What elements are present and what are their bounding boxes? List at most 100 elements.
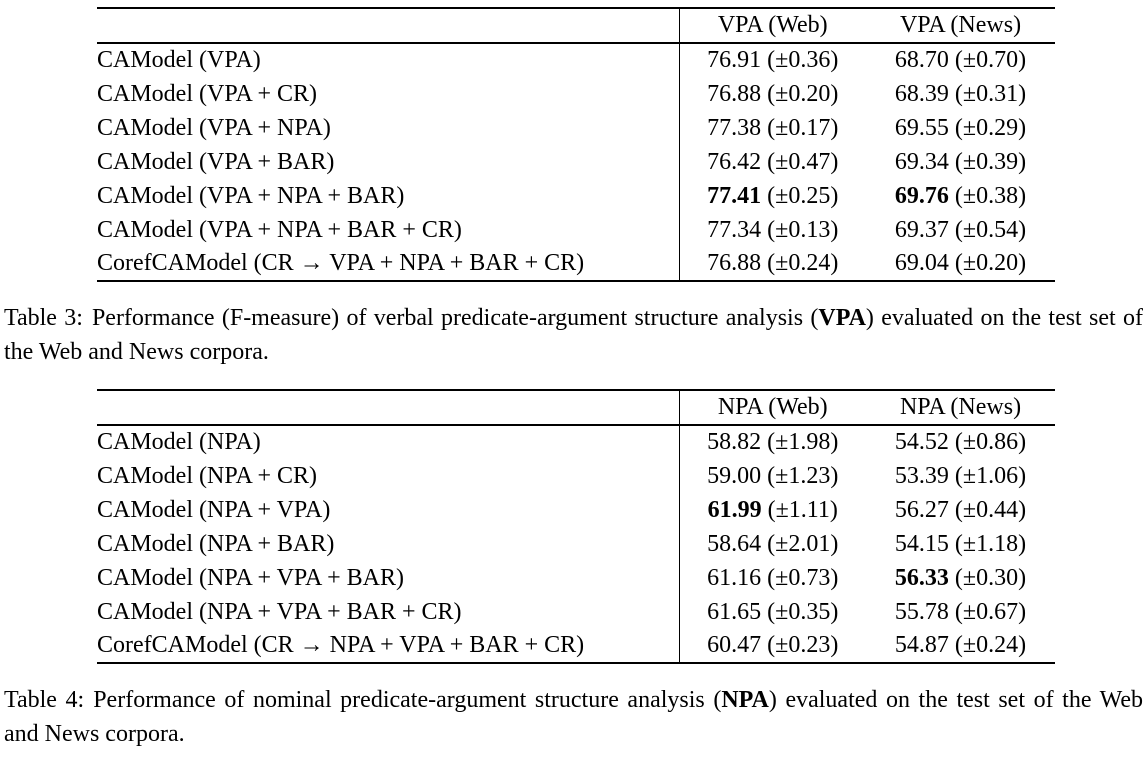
score-value: 76.88 bbox=[707, 80, 762, 107]
model-name: CAModel (VPA + BAR) bbox=[97, 145, 680, 179]
score-value: 58.64 bbox=[707, 530, 762, 557]
model-name: CorefCAModel (CR → VPA + NPA + BAR + CR) bbox=[97, 247, 680, 281]
model-name: CAModel (VPA + NPA + BAR + CR) bbox=[97, 213, 680, 247]
std-value: (±2.01) bbox=[767, 530, 839, 557]
score-value: 68.70 bbox=[894, 47, 949, 73]
web-value-cell: 76.88 (±0.24) bbox=[679, 247, 866, 281]
news-value-cell: 69.37 (±0.54) bbox=[866, 213, 1055, 247]
std-value: (±0.35) bbox=[767, 598, 839, 625]
model-name: CAModel (VPA + NPA) bbox=[97, 111, 680, 145]
table-row: CAModel (NPA + VPA + BAR) 61.16 (±0.73) 56… bbox=[97, 561, 1055, 595]
news-value-cell: 69.55 (±0.29) bbox=[866, 111, 1055, 145]
table4-caption-text-end: ) evaluated on the test set of the Web a… bbox=[4, 687, 1143, 747]
column-header-model bbox=[97, 390, 680, 426]
std-value: (±0.24) bbox=[954, 632, 1027, 658]
news-value-cell: 54.87 (±0.24) bbox=[866, 629, 1055, 663]
score-value: 77.41 bbox=[707, 182, 762, 209]
std-value: (±0.23) bbox=[767, 632, 839, 658]
std-value: (±0.86) bbox=[954, 429, 1027, 455]
score-value: 77.38 bbox=[707, 114, 762, 141]
score-value: 69.37 bbox=[894, 216, 949, 243]
std-value: (±1.18) bbox=[954, 530, 1027, 557]
web-value-cell: 61.65 (±0.35) bbox=[679, 595, 866, 629]
score-value: 61.65 bbox=[707, 598, 762, 625]
table-row: CAModel (NPA + CR) 59.00 (±1.23) 53.39 (±1… bbox=[97, 459, 1055, 493]
std-value: (±0.67) bbox=[954, 598, 1027, 625]
std-value: (±0.39) bbox=[954, 148, 1027, 175]
score-value: 60.47 bbox=[707, 632, 762, 658]
table-row: CAModel (VPA + NPA) 77.38 (±0.17) 69.55 (±… bbox=[97, 111, 1055, 145]
score-value: 61.99 bbox=[707, 496, 762, 523]
model-name: CAModel (NPA + VPA + BAR + CR) bbox=[97, 595, 680, 629]
score-value: 54.52 bbox=[894, 429, 949, 455]
web-value-cell: 77.38 (±0.17) bbox=[679, 111, 866, 145]
table-row: CorefCAModel (CR → NPA + VPA + BAR + CR)… bbox=[97, 629, 1055, 663]
model-name: CAModel (VPA) bbox=[97, 43, 680, 77]
table-row: CAModel (NPA + VPA) 61.99 (±1.11) 56.27 (±… bbox=[97, 493, 1055, 527]
score-value: 54.87 bbox=[894, 632, 949, 658]
news-value-cell: 69.76 (±0.38) bbox=[866, 179, 1055, 213]
news-value-cell: 56.33 (±0.30) bbox=[866, 561, 1055, 595]
news-value-cell: 69.04 (±0.20) bbox=[866, 247, 1055, 281]
news-value-cell: 53.39 (±1.06) bbox=[866, 459, 1055, 493]
table-row: CAModel (VPA) 76.91 (±0.36) 68.70 (±0.70) bbox=[97, 43, 1055, 77]
web-value-cell: 77.41 (±0.25) bbox=[679, 179, 866, 213]
score-value: 53.39 bbox=[894, 462, 949, 489]
std-value: (±0.29) bbox=[954, 114, 1027, 141]
score-value: 56.27 bbox=[894, 496, 949, 523]
std-value: (±0.70) bbox=[954, 47, 1027, 73]
table-row: CorefCAModel (CR → VPA + NPA + BAR + CR)… bbox=[97, 247, 1055, 281]
table3-caption: Table 3: Performance (F-measure) of verba… bbox=[4, 302, 1143, 369]
std-value: (±0.47) bbox=[767, 148, 839, 175]
news-value-cell: 56.27 (±0.44) bbox=[866, 493, 1055, 527]
column-header-vpa-news: VPA (News) bbox=[866, 8, 1055, 44]
std-value: (±1.06) bbox=[954, 462, 1027, 489]
table-row: CAModel (VPA + NPA + BAR + CR) 77.34 (±0.… bbox=[97, 213, 1055, 247]
score-value: 56.33 bbox=[894, 564, 949, 591]
web-value-cell: 77.34 (±0.13) bbox=[679, 213, 866, 247]
column-header-npa-news: NPA (News) bbox=[866, 390, 1055, 426]
table4-caption-text: Performance of nominal predicate-argumen… bbox=[93, 687, 722, 713]
web-value-cell: 76.91 (±0.36) bbox=[679, 43, 866, 77]
std-value: (±1.23) bbox=[767, 462, 839, 489]
score-value: 55.78 bbox=[894, 598, 949, 625]
table-row: CAModel (NPA + BAR) 58.64 (±2.01) 54.15 (±… bbox=[97, 527, 1055, 561]
table-row: CAModel (VPA + CR) 76.88 (±0.20) 68.39 (±0… bbox=[97, 77, 1055, 111]
news-value-cell: 68.70 (±0.70) bbox=[866, 43, 1055, 77]
web-value-cell: 58.82 (±1.98) bbox=[679, 425, 866, 459]
std-value: (±0.54) bbox=[954, 216, 1027, 243]
score-value: 69.55 bbox=[894, 114, 949, 141]
web-value-cell: 76.42 (±0.47) bbox=[679, 145, 866, 179]
table3-caption-bold-term: VPA bbox=[818, 305, 866, 331]
news-value-cell: 69.34 (±0.39) bbox=[866, 145, 1055, 179]
news-value-cell: 54.15 (±1.18) bbox=[866, 527, 1055, 561]
model-name: CAModel (NPA + VPA) bbox=[97, 493, 680, 527]
header-row: VPA (Web) VPA (News) bbox=[97, 8, 1055, 44]
vpa-results-table: VPA (Web) VPA (News) CAModel (VPA) 76.91 … bbox=[97, 7, 1055, 282]
model-name: CAModel (NPA + BAR) bbox=[97, 527, 680, 561]
score-value: 69.04 bbox=[894, 250, 949, 276]
std-value: (±1.98) bbox=[767, 429, 839, 455]
model-name: CAModel (NPA + CR) bbox=[97, 459, 680, 493]
model-name: CAModel (NPA + VPA + BAR) bbox=[97, 561, 680, 595]
table-row: CAModel (VPA + NPA + BAR) 77.41 (±0.25) 69… bbox=[97, 179, 1055, 213]
table4-caption-label: Table 4: bbox=[4, 687, 85, 713]
table4-caption: Table 4: Performance of nominal predicate… bbox=[4, 684, 1143, 751]
std-value: (±0.13) bbox=[767, 216, 839, 243]
std-value: (±0.38) bbox=[954, 182, 1027, 209]
column-header-npa-web: NPA (Web) bbox=[679, 390, 866, 426]
score-value: 76.91 bbox=[707, 47, 762, 73]
score-value: 69.34 bbox=[894, 148, 949, 175]
std-value: (±0.24) bbox=[767, 250, 839, 276]
news-value-cell: 54.52 (±0.86) bbox=[866, 425, 1055, 459]
table-row: CAModel (NPA) 58.82 (±1.98) 54.52 (±0.86) bbox=[97, 425, 1055, 459]
table3-caption-text: Performance (F-measure) of verbal predic… bbox=[91, 305, 819, 331]
std-value: (±0.20) bbox=[954, 250, 1027, 276]
web-value-cell: 61.99 (±1.11) bbox=[679, 493, 866, 527]
score-value: 58.82 bbox=[707, 429, 762, 455]
news-value-cell: 55.78 (±0.67) bbox=[866, 595, 1055, 629]
table3-caption-label: Table 3: bbox=[4, 305, 83, 331]
web-value-cell: 61.16 (±0.73) bbox=[679, 561, 866, 595]
std-value: (±0.25) bbox=[767, 182, 839, 209]
table-row: CAModel (NPA + VPA + BAR + CR) 61.65 (±0.… bbox=[97, 595, 1055, 629]
